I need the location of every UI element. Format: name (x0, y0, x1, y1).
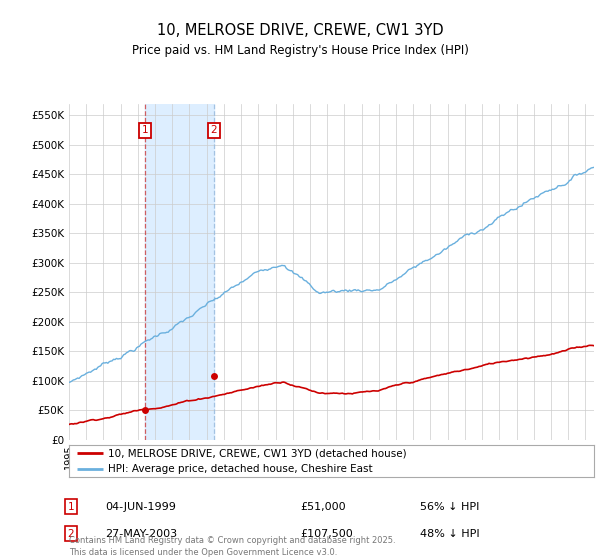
Text: 2: 2 (67, 529, 74, 539)
Text: 2: 2 (210, 125, 217, 135)
Text: Price paid vs. HM Land Registry's House Price Index (HPI): Price paid vs. HM Land Registry's House … (131, 44, 469, 57)
Text: 04-JUN-1999: 04-JUN-1999 (105, 502, 176, 512)
Text: £107,500: £107,500 (300, 529, 353, 539)
Text: £51,000: £51,000 (300, 502, 346, 512)
Text: 1: 1 (67, 502, 74, 512)
Text: 10, MELROSE DRIVE, CREWE, CW1 3YD: 10, MELROSE DRIVE, CREWE, CW1 3YD (157, 24, 443, 38)
Bar (145, 104, 214, 440)
Text: 10, MELROSE DRIVE, CREWE, CW1 3YD (detached house): 10, MELROSE DRIVE, CREWE, CW1 3YD (detac… (109, 448, 407, 458)
Text: 48% ↓ HPI: 48% ↓ HPI (420, 529, 479, 539)
Text: 56% ↓ HPI: 56% ↓ HPI (420, 502, 479, 512)
Text: Contains HM Land Registry data © Crown copyright and database right 2025.
This d: Contains HM Land Registry data © Crown c… (69, 536, 395, 557)
Text: 27-MAY-2003: 27-MAY-2003 (105, 529, 177, 539)
Text: HPI: Average price, detached house, Cheshire East: HPI: Average price, detached house, Ches… (109, 464, 373, 474)
Text: 1: 1 (142, 125, 148, 135)
